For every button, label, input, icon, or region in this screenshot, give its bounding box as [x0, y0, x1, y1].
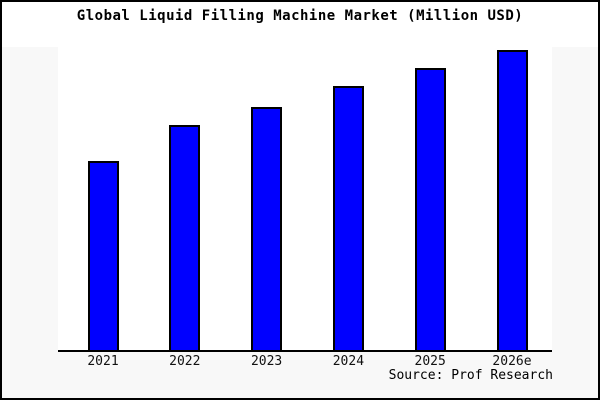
- x-tick-label-2026e: 2026e: [492, 354, 532, 369]
- plot-area: [58, 47, 552, 352]
- x-tick-label-2024: 2024: [332, 354, 365, 369]
- x-tick-label-2022: 2022: [169, 354, 201, 369]
- chart-title: Global Liquid Filling Machine Market (Mi…: [76, 8, 524, 24]
- x-tick-label-2023: 2023: [250, 354, 283, 369]
- bar-2026e: [496, 50, 528, 350]
- x-tick-label-2021: 2021: [87, 354, 119, 369]
- bar-2025: [414, 68, 446, 350]
- title-band: Global Liquid Filling Machine Market (Mi…: [2, 2, 598, 47]
- bar-2024: [332, 86, 364, 350]
- source-label: Source: Prof Research: [388, 368, 553, 383]
- bar-2023: [251, 107, 283, 350]
- bar-2021: [87, 161, 119, 350]
- x-tick-label-2025: 2025: [414, 354, 446, 369]
- bar-2022: [169, 125, 201, 350]
